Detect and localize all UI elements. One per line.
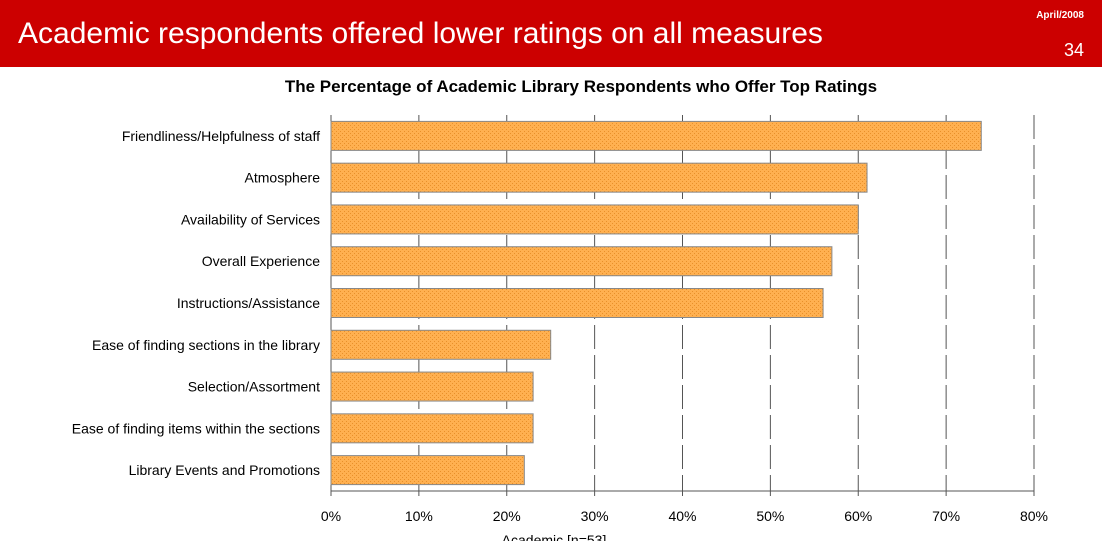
bar xyxy=(330,371,534,402)
chart-title: The Percentage of Academic Library Respo… xyxy=(285,77,877,96)
category-label: Selection/Assortment xyxy=(188,379,320,395)
tick-label: 0% xyxy=(321,508,341,524)
tick-label: 60% xyxy=(844,508,872,524)
category-label: Friendliness/Helpfulness of staff xyxy=(122,128,320,144)
category-label: Library Events and Promotions xyxy=(129,462,320,478)
tick-label: 30% xyxy=(581,508,609,524)
slide-title: Academic respondents offered lower ratin… xyxy=(18,17,823,50)
tick-label: 70% xyxy=(932,508,960,524)
x-axis-title: Academic [n=53] xyxy=(502,532,607,541)
tick-label: 50% xyxy=(756,508,784,524)
bar-chart: The Percentage of Academic Library Respo… xyxy=(72,77,1048,541)
tick-label: 40% xyxy=(668,508,696,524)
bar xyxy=(330,204,859,235)
bar xyxy=(330,288,824,318)
slide-date: April/2008 xyxy=(1036,10,1084,21)
bar xyxy=(330,246,833,277)
slide-banner: Academic respondents offered lower ratin… xyxy=(0,0,1102,67)
category-label: Ease of finding sections in the library xyxy=(92,337,320,353)
tick-label: 10% xyxy=(405,508,433,524)
slide-page-number: 34 xyxy=(1063,40,1084,60)
tick-label: 80% xyxy=(1020,508,1048,524)
category-label: Ease of finding items within the section… xyxy=(72,420,320,436)
bar xyxy=(330,162,868,193)
bar xyxy=(330,329,552,360)
bar xyxy=(330,455,525,486)
category-label: Overall Experience xyxy=(202,253,320,269)
tick-label: 20% xyxy=(493,508,521,524)
category-label: Atmosphere xyxy=(245,170,321,186)
category-label: Instructions/Assistance xyxy=(177,295,320,311)
bar xyxy=(330,120,982,151)
bar xyxy=(330,413,534,444)
category-label: Availability of Services xyxy=(181,211,320,227)
